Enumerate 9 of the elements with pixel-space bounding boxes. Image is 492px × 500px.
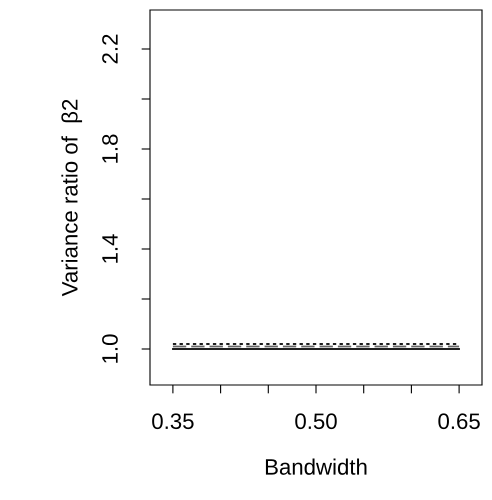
x-tick-label: 0.35 [152, 413, 194, 430]
y-tick-label: 1.0 [102, 334, 118, 363]
x-tick-label: 0.50 [295, 413, 337, 430]
y-tick-label: 1.8 [102, 134, 118, 163]
y-tick-label: 1.4 [102, 234, 118, 263]
x-axis-title: Bandwidth [266, 458, 366, 475]
y-axis-title: Variance ratio of β2 [61, 100, 82, 296]
y-tick-label: 2.2 [102, 34, 118, 64]
x-tick-label: 0.65 [438, 413, 480, 430]
